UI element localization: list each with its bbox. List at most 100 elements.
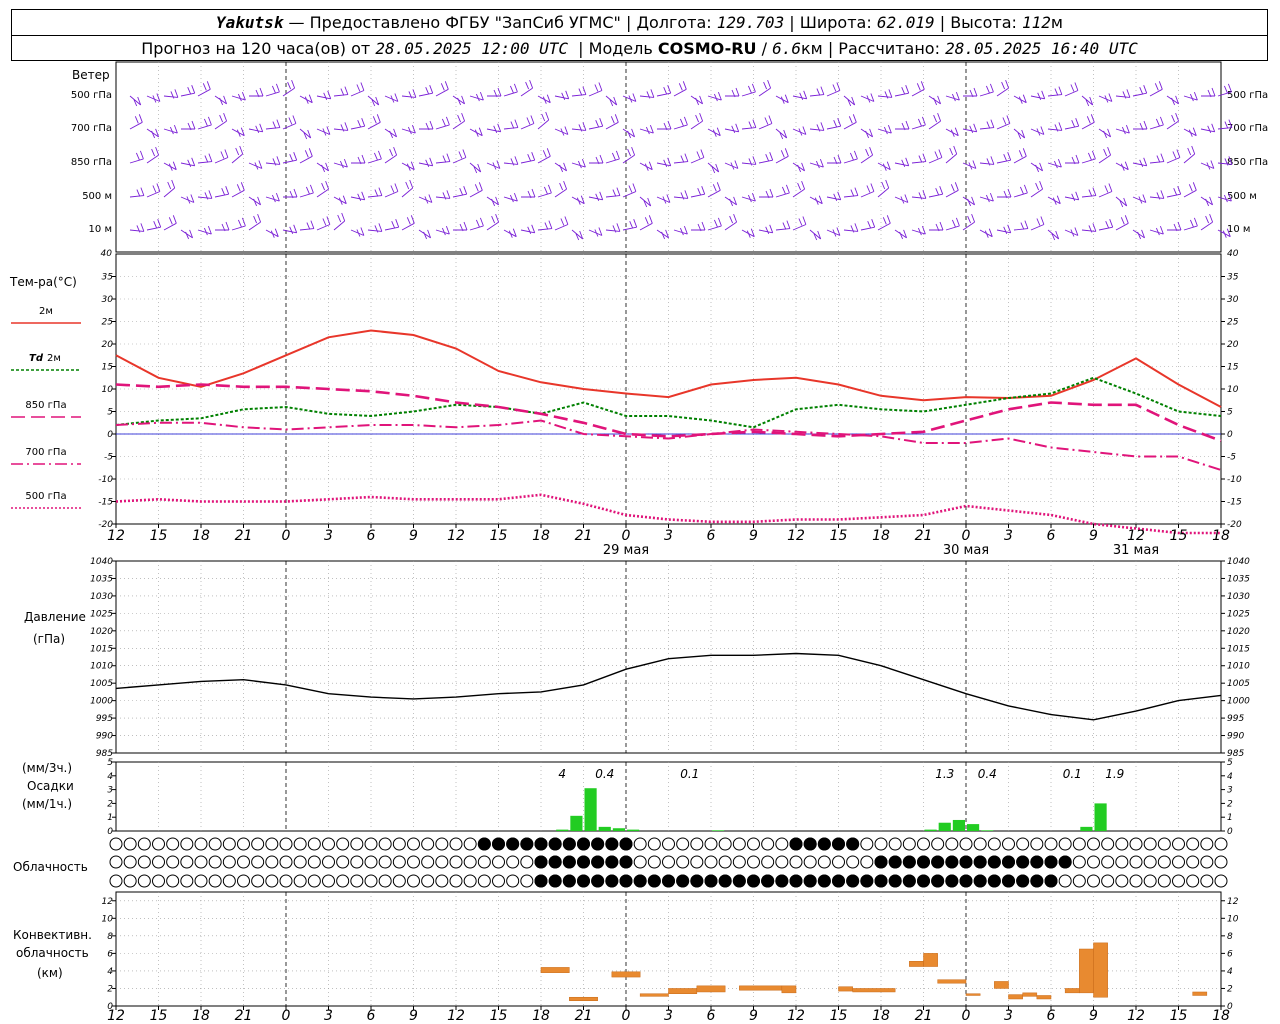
cloud-cover-circle <box>860 855 874 869</box>
cloud-cover-circle <box>180 874 194 888</box>
cloud-cover-circle <box>421 874 435 888</box>
precip-bar <box>570 815 583 831</box>
wind-barb <box>1030 180 1044 198</box>
wind-barb <box>248 196 262 207</box>
conv-panel-xtick-label: 18 <box>1212 1008 1230 1024</box>
cloud-cover-circle-filled <box>874 855 888 869</box>
wind-barb <box>945 145 958 164</box>
cloud-cover-circle <box>492 855 505 869</box>
wind-barb <box>554 162 568 173</box>
wind-barb <box>197 225 212 236</box>
cloud-cover-circle <box>506 855 520 869</box>
wind-barb <box>1030 216 1045 231</box>
wind-barb <box>945 127 959 137</box>
conv-cloud-layer <box>1093 942 1108 998</box>
wind-barb <box>1183 91 1198 102</box>
cloud-cover-circle-filled <box>562 855 576 869</box>
conv-title2: облачность <box>16 946 89 960</box>
temp-panel-ytick-label-left: 30 <box>102 295 114 305</box>
wind-barb <box>452 186 468 198</box>
precip-bar <box>938 822 951 831</box>
cloud-cover-circle <box>364 855 378 869</box>
wind-barb <box>911 190 927 200</box>
wind-barb <box>775 148 789 164</box>
wind-barb <box>129 223 145 233</box>
cloud-cover-circle-filled <box>789 837 803 851</box>
wind-barb <box>639 161 653 171</box>
wind-barb <box>860 128 874 139</box>
wind-barb <box>894 229 908 240</box>
wind-barb <box>622 146 636 164</box>
wind-level-label-left: 850 гПа <box>71 157 112 168</box>
pressure-panel-ytick-label-left: 1010 <box>90 662 113 672</box>
wind-barb <box>588 227 603 237</box>
cloud-cover-circle-filled <box>888 874 902 888</box>
wind-barb <box>1115 196 1128 208</box>
wind-barb <box>248 123 264 133</box>
temp-panel-xtick-label: 12 <box>787 528 805 544</box>
wind-barb <box>588 118 604 130</box>
cloud-cover-circle-filled <box>832 837 845 851</box>
conv-panel-ytick-label-left: 4 <box>107 967 113 977</box>
wind-barb <box>860 219 876 231</box>
conv-cloud-layer <box>668 988 698 994</box>
wind-barb <box>401 215 415 231</box>
cloud-cover-circle-filled <box>1002 855 1015 869</box>
wind-barb <box>350 227 365 237</box>
wind-barb <box>571 86 587 97</box>
lat-value: 62.019 <box>876 13 935 32</box>
conv-cloud-layer <box>852 988 896 993</box>
cloud-cover-circle <box>1186 874 1200 888</box>
precip-panel-ytick-label-right: 5 <box>1227 758 1233 768</box>
wind-barb <box>1013 184 1028 198</box>
precip-annotation: 1.3 <box>935 767 954 781</box>
wind-barb <box>435 153 451 164</box>
station-name: Yakutsk <box>216 13 284 32</box>
cloud-cover-circle <box>1143 874 1157 888</box>
wind-barb <box>1132 194 1147 204</box>
temp-panel-ytick-label-left: 20 <box>102 340 114 350</box>
wind-barb <box>996 115 1011 130</box>
cloud-cover-circle-filled <box>945 874 959 888</box>
cloud-cover-circle-filled <box>1016 874 1030 888</box>
wind-barb <box>384 128 398 139</box>
wind-barb <box>146 128 160 139</box>
conv-panel-xtick-label: 12 <box>1127 1008 1145 1024</box>
cloud-cover-circle <box>350 874 364 888</box>
pressure-panel-ytick-label-left: 985 <box>96 749 113 759</box>
cloud-cover-circle <box>123 855 137 869</box>
temp-panel-ytick-label-left: 10 <box>102 385 114 395</box>
cloud-cover-circle-filled <box>520 837 534 851</box>
wind-barb <box>1064 227 1079 237</box>
cloud-cover-circle-filled <box>619 874 633 888</box>
cloud-cover-circle <box>690 837 704 851</box>
wind-barb <box>350 191 366 201</box>
cloud-cover-circle <box>293 855 307 869</box>
wind-barb <box>350 82 365 97</box>
pressure-panel-ytick-label-right: 995 <box>1227 714 1244 724</box>
model-label: Модель <box>588 38 653 58</box>
wind-barb <box>1200 160 1215 170</box>
series-td2m-line <box>115 376 1222 429</box>
wind-barb <box>1217 192 1232 203</box>
wind-barb <box>1047 195 1061 205</box>
cloud-cover-circle <box>676 837 690 851</box>
wind-barb <box>129 114 143 130</box>
cloud-cover-circle <box>109 855 123 869</box>
conv-panel-ytick-label-right: 12 <box>1227 897 1239 907</box>
cloud-cover-circle <box>152 874 165 888</box>
cloud-cover-circle <box>421 855 435 869</box>
cloud-cover-circle <box>435 855 449 869</box>
cloud-cover-circle <box>1087 855 1100 869</box>
cloud-cover-circle <box>364 837 378 851</box>
cloud-cover-circle <box>109 837 123 851</box>
wind-barb <box>877 124 892 135</box>
temp-panel-ytick-label-left: 35 <box>102 273 114 283</box>
wind-barb <box>707 217 722 231</box>
wind-barb <box>826 82 841 97</box>
conv-cloud-layer <box>611 971 641 978</box>
cloud-cover-circle <box>364 874 378 888</box>
precip-bar <box>924 829 937 831</box>
cloud-cover-circle-filled <box>562 837 576 851</box>
precip-annotation: 1.9 <box>1105 767 1124 781</box>
